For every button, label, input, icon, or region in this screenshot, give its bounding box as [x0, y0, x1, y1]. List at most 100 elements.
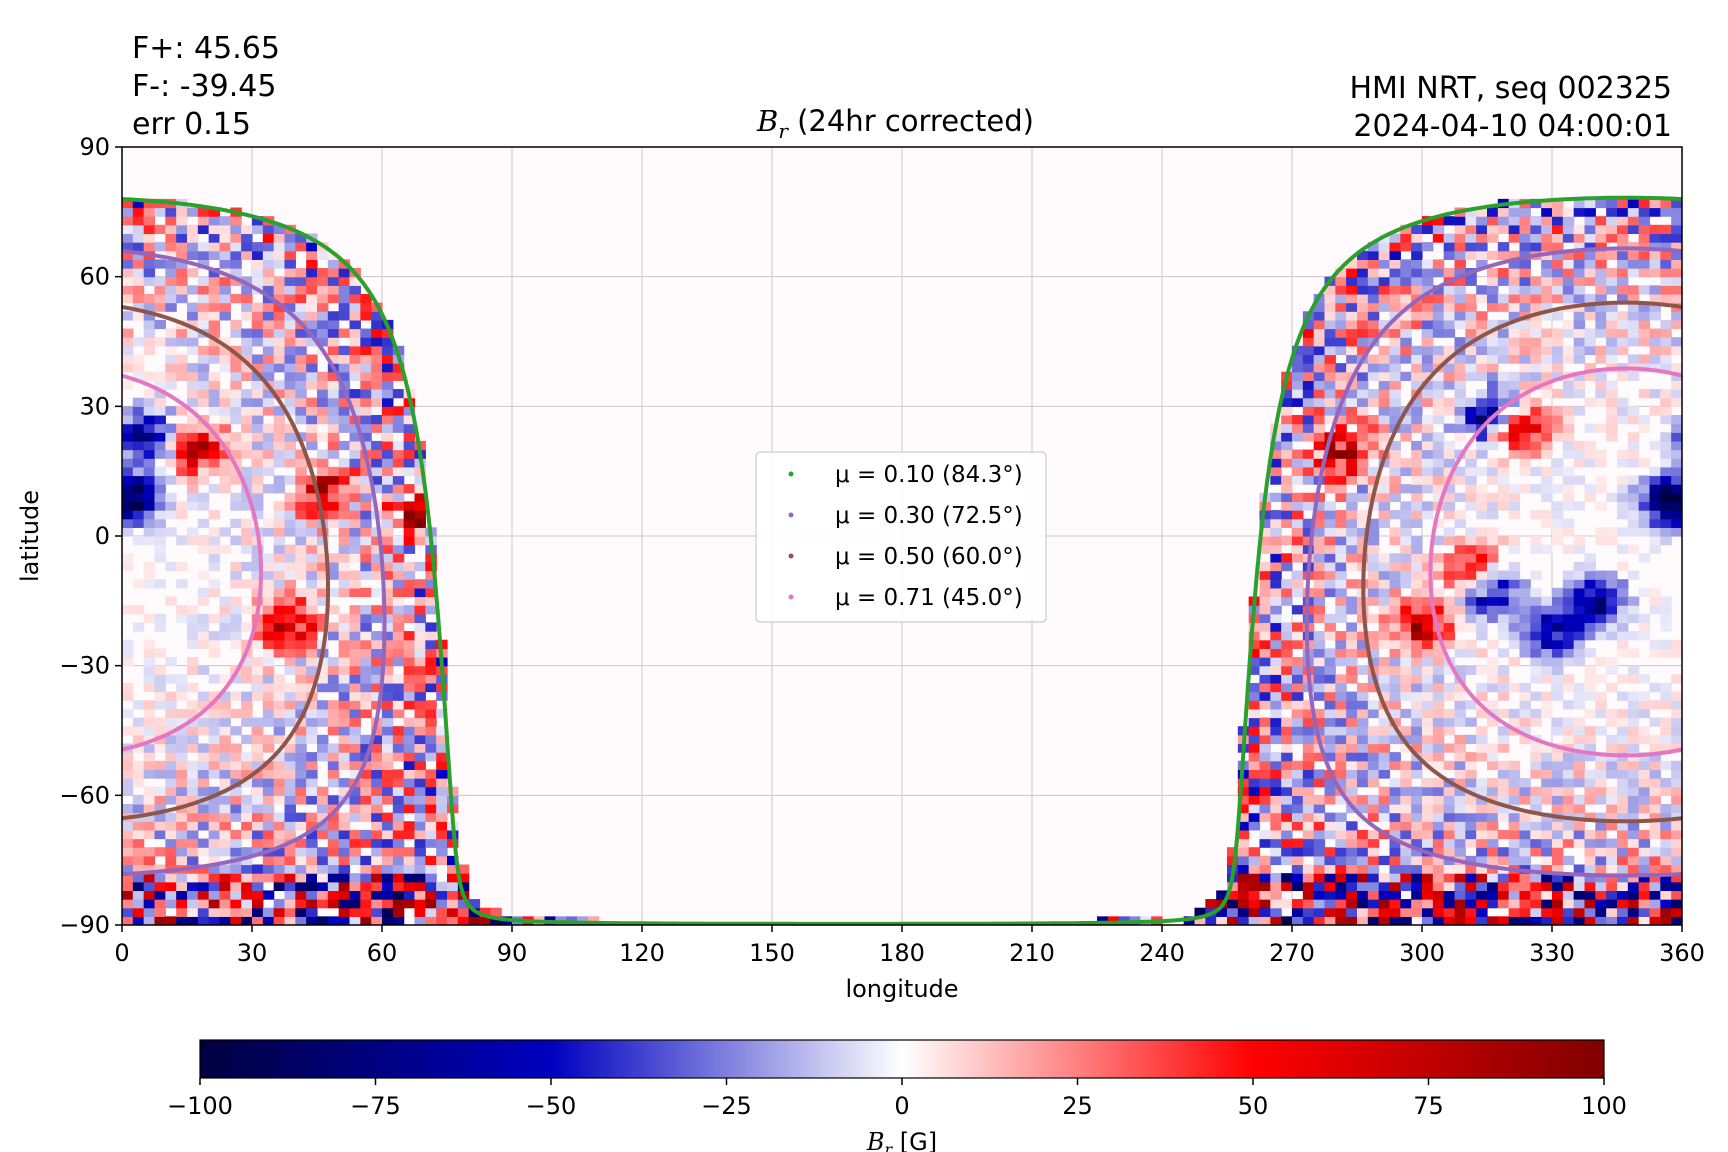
heatmap-cell — [360, 743, 372, 753]
heatmap-cell — [1259, 579, 1271, 589]
heatmap-cell — [1584, 233, 1596, 243]
heatmap-cell — [273, 233, 286, 243]
heatmap-cell — [1584, 674, 1596, 684]
heatmap-cell — [392, 570, 405, 580]
heatmap-cell — [425, 682, 437, 693]
heatmap-cell — [154, 406, 166, 416]
heatmap-cell — [1476, 397, 1488, 407]
heatmap-cell — [392, 561, 405, 572]
heatmap-cell — [1497, 829, 1510, 840]
colorbar-tick-label: −100 — [167, 1092, 233, 1120]
heatmap-cell — [306, 501, 318, 511]
heatmap-cell — [371, 760, 383, 770]
heatmap-cell — [284, 492, 296, 503]
heatmap-cell — [371, 864, 383, 874]
heatmap-cell — [1465, 648, 1477, 658]
heatmap-cell — [1357, 847, 1369, 857]
heatmap-cell — [1530, 760, 1542, 770]
heatmap-cell — [132, 501, 145, 511]
heatmap-cell — [1432, 855, 1445, 866]
heatmap-cell — [1595, 397, 1607, 407]
heatmap-cell — [403, 899, 416, 909]
heatmap-cell — [273, 510, 286, 520]
heatmap-cell — [122, 527, 134, 537]
heatmap-cell — [1378, 881, 1391, 892]
heatmap-cell — [1443, 406, 1456, 416]
heatmap-cell — [1367, 501, 1380, 511]
heatmap-cell — [252, 674, 264, 684]
heatmap-cell — [1357, 458, 1369, 468]
heatmap-cell — [1584, 371, 1596, 381]
heatmap-cell — [1573, 328, 1586, 338]
heatmap-cell — [327, 406, 340, 416]
heatmap-cell — [284, 864, 296, 874]
heatmap-cell — [1270, 596, 1282, 606]
heatmap-cell — [154, 224, 166, 235]
heatmap-cell — [1638, 553, 1651, 563]
heatmap-cell — [414, 752, 426, 762]
heatmap-cell — [1259, 527, 1271, 537]
heatmap-cell — [1476, 881, 1488, 892]
heatmap-cell — [1281, 855, 1293, 866]
heatmap-cell — [371, 639, 383, 649]
heatmap-cell — [1367, 847, 1380, 857]
heatmap-cell — [1552, 242, 1564, 252]
heatmap-cell — [1627, 293, 1640, 304]
heatmap-cell — [1292, 536, 1304, 546]
heatmap-cell — [1422, 337, 1434, 347]
heatmap-cell — [1367, 285, 1380, 295]
heatmap-cell — [132, 873, 145, 883]
heatmap-cell — [208, 510, 221, 520]
heatmap-cell — [122, 553, 134, 563]
heatmap-cell — [295, 864, 307, 874]
heatmap-cell — [1389, 561, 1401, 572]
heatmap-cell — [1487, 406, 1499, 416]
heatmap-cell — [1411, 855, 1423, 866]
heatmap-cell — [1432, 700, 1445, 710]
heatmap-cell — [273, 518, 286, 528]
heatmap-cell — [1627, 760, 1640, 770]
heatmap-cell — [1617, 198, 1629, 209]
heatmap-cell — [1248, 847, 1261, 857]
heatmap-cell — [1573, 873, 1586, 883]
heatmap-cell — [1519, 250, 1531, 260]
heatmap-cell — [338, 899, 351, 909]
heatmap-cell — [1422, 510, 1434, 520]
heatmap-cell — [1497, 760, 1510, 770]
heatmap-cell — [327, 570, 340, 580]
heatmap-cell — [349, 717, 361, 727]
heatmap-cell — [1562, 821, 1575, 831]
heatmap-cell — [338, 501, 351, 511]
heatmap-cell — [360, 466, 372, 477]
heatmap-cell — [1367, 682, 1380, 693]
heatmap-cell — [1335, 570, 1347, 580]
heatmap-cell — [165, 250, 177, 260]
heatmap-cell — [414, 579, 426, 589]
heatmap-cell — [1389, 734, 1401, 745]
heatmap-cell — [165, 760, 177, 770]
heatmap-cell — [252, 319, 264, 330]
heatmap-cell — [197, 786, 210, 796]
heatmap-cell — [1552, 752, 1564, 762]
heatmap-cell — [132, 268, 145, 278]
heatmap-cell — [252, 389, 264, 399]
heatmap-cell — [1216, 890, 1228, 900]
heatmap-cell — [306, 250, 318, 260]
heatmap-cell — [414, 847, 426, 857]
heatmap-cell — [230, 613, 242, 624]
heatmap-cell — [1487, 345, 1499, 356]
heatmap-cell — [230, 475, 242, 485]
heatmap-cell — [1584, 899, 1596, 909]
heatmap-cell — [284, 596, 296, 606]
heatmap-cell — [1313, 544, 1326, 554]
heatmap-cell — [241, 363, 253, 373]
heatmap-cell — [382, 553, 394, 563]
heatmap-cell — [1519, 233, 1531, 243]
heatmap-cell — [327, 864, 340, 874]
heatmap-cell — [382, 579, 394, 589]
heatmap-cell — [1248, 812, 1261, 822]
heatmap-cell — [273, 795, 286, 805]
heatmap-cell — [414, 639, 426, 649]
heatmap-cell — [1378, 553, 1391, 563]
heatmap-cell — [1324, 760, 1336, 770]
